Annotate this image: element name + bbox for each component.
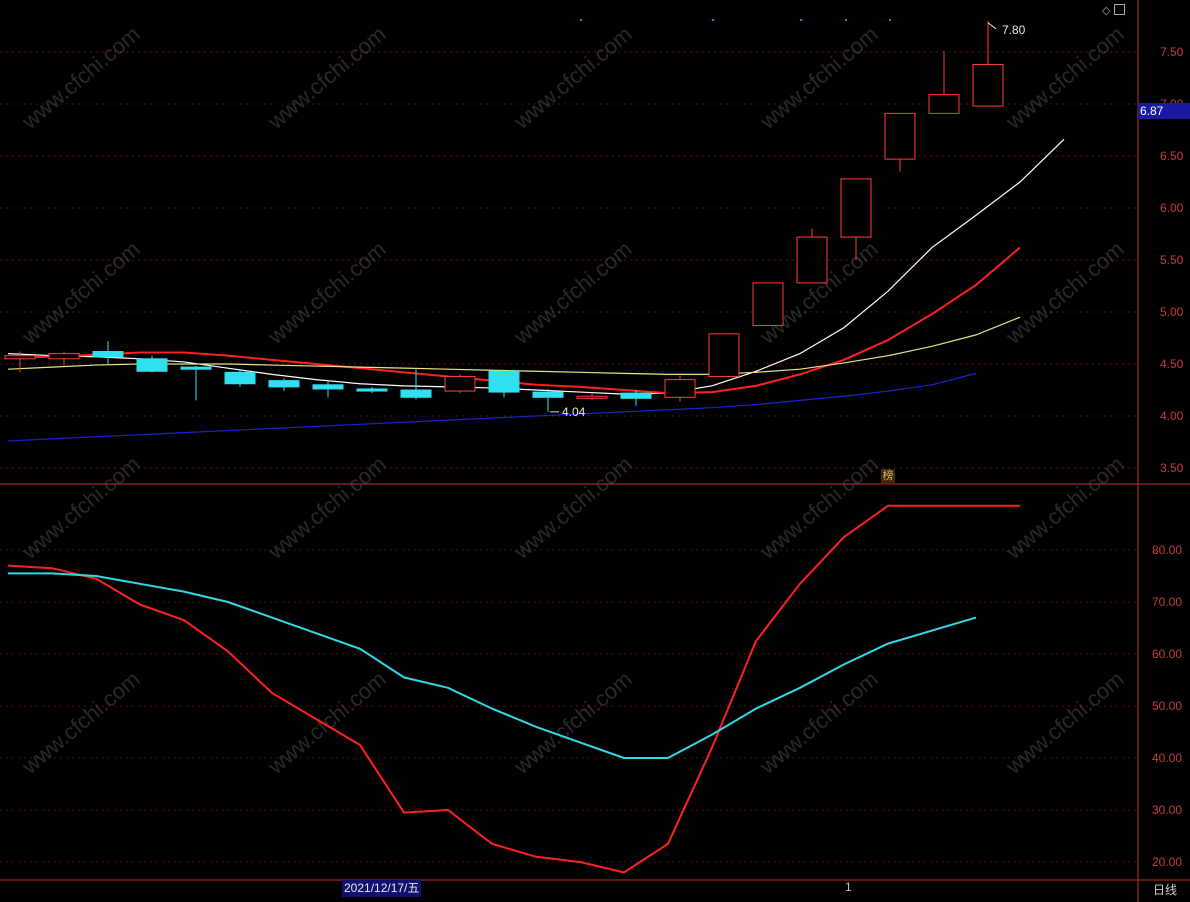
indicator-line: [7, 504, 1020, 874]
last-price-tag: 6.87: [1138, 103, 1190, 119]
price-tick-label: 5.00: [1160, 305, 1184, 319]
ma-line: [7, 372, 977, 442]
price-tick-label: 4.50: [1160, 357, 1184, 371]
watermark-text: www.cfchi.com: [754, 451, 882, 564]
indicator-tick-label: 50.00: [1152, 699, 1182, 713]
candle-body: [532, 391, 564, 398]
candle-body: [180, 366, 212, 370]
ma-line: [7, 316, 1021, 375]
top-marker: [580, 19, 582, 21]
candle-body: [840, 178, 872, 238]
window-icon[interactable]: [1114, 4, 1126, 15]
watermark-text: www.cfchi.com: [262, 451, 390, 564]
candle-body: [576, 395, 608, 399]
watermark-text: www.cfchi.com: [508, 451, 636, 564]
candle-body: [752, 282, 784, 327]
low-price-label: 4.04: [562, 405, 586, 419]
watermark-text: www.cfchi.com: [754, 666, 882, 779]
diamond-icon[interactable]: ◇: [1102, 5, 1111, 17]
top-marker: [845, 19, 847, 21]
watermark-text: www.cfchi.com: [16, 21, 144, 134]
candle-body: [972, 63, 1004, 107]
chart-grid: [0, 19, 1138, 863]
candle-body: [488, 370, 520, 393]
indicator-tick-label: 80.00: [1152, 543, 1182, 557]
candle-body: [356, 388, 388, 392]
watermark-text: www.cfchi.com: [262, 21, 390, 134]
candle-body: [444, 375, 476, 392]
candlestick-series: [4, 20, 1004, 412]
price-tick-label: 6.50: [1160, 149, 1184, 163]
indicator-line: [8, 572, 977, 759]
top-marker: [889, 19, 891, 21]
candle-body: [796, 236, 828, 284]
candle-body: [620, 392, 652, 399]
cursor-date-label: 2021/12/17/五: [342, 880, 422, 897]
watermark-text: www.cfchi.com: [262, 236, 390, 349]
price-annotations: 7.80 4.04: [550, 22, 1026, 419]
indicator-lines: [7, 504, 1020, 874]
candle-body: [664, 379, 696, 398]
candle-body: [400, 389, 432, 398]
period-selector[interactable]: 日线: [1152, 883, 1177, 897]
indicator-tick-label: 70.00: [1152, 595, 1182, 609]
top-marker: [800, 19, 802, 21]
watermark-layer: www.cfchi.com www.cfchi.com www.cfchi.com w…: [16, 21, 1128, 779]
price-tick-label: 3.50: [1160, 461, 1184, 475]
toolbar-icons: ◇: [1102, 3, 1129, 17]
candle-body: [312, 384, 344, 390]
price-tick-label: 7.50: [1160, 45, 1184, 59]
candle-body: [136, 358, 168, 372]
watermark-text: www.cfchi.com: [16, 666, 144, 779]
candle-body: [4, 355, 36, 360]
high-price-label: 7.80: [1002, 23, 1026, 37]
candle-body: [92, 351, 124, 358]
top-marker: [712, 19, 714, 21]
watermark-text: www.cfchi.com: [508, 21, 636, 134]
candle-body: [48, 353, 80, 360]
price-tick-label: 5.50: [1160, 253, 1184, 267]
candle-body: [708, 333, 740, 377]
candle-body: [884, 112, 916, 160]
indicator-tick-label: 20.00: [1152, 855, 1182, 869]
candle-body: [224, 371, 256, 385]
watermark-text: www.cfchi.com: [1000, 21, 1128, 134]
ranking-badge[interactable]: 榜: [881, 469, 895, 483]
ma-line: [7, 138, 1065, 395]
month-marker: 1: [845, 880, 852, 894]
watermark-text: www.cfchi.com: [16, 236, 144, 349]
price-axis-labels: 7.507.006.506.005.505.004.504.003.5080.0…: [1152, 45, 1184, 869]
candle-body: [928, 94, 960, 114]
watermark-text: www.cfchi.com: [1000, 451, 1128, 564]
candle-body: [268, 380, 300, 388]
price-tick-label: 4.00: [1160, 409, 1184, 423]
watermark-text: www.cfchi.com: [1000, 236, 1128, 349]
indicator-tick-label: 60.00: [1152, 647, 1182, 661]
high-pointer: [987, 22, 997, 30]
watermark-text: www.cfchi.com: [754, 21, 882, 134]
watermark-text: www.cfchi.com: [1000, 666, 1128, 779]
watermark-text: www.cfchi.com: [16, 451, 144, 564]
price-tick-label: 6.00: [1160, 201, 1184, 215]
indicator-tick-label: 30.00: [1152, 803, 1182, 817]
watermark-text: www.cfchi.com: [508, 236, 636, 349]
indicator-tick-label: 40.00: [1152, 751, 1182, 765]
